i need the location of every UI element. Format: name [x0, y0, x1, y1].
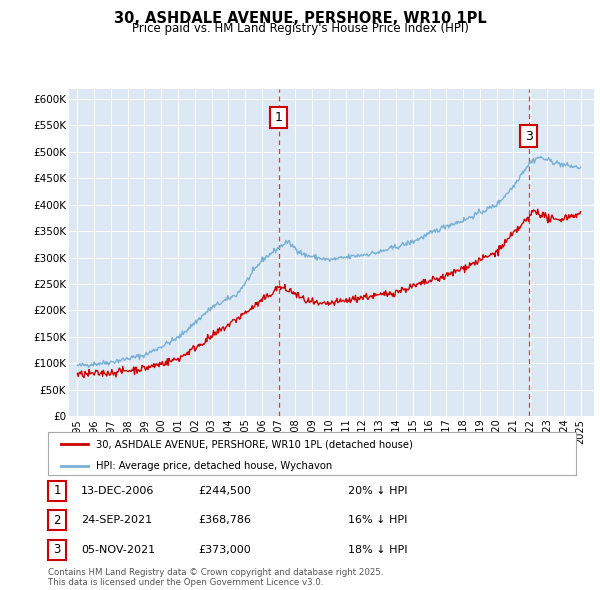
Text: 2: 2 [53, 514, 61, 527]
Text: 05-NOV-2021: 05-NOV-2021 [81, 545, 155, 555]
Text: 3: 3 [524, 130, 533, 143]
Text: HPI: Average price, detached house, Wychavon: HPI: Average price, detached house, Wych… [95, 461, 332, 471]
Text: Contains HM Land Registry data © Crown copyright and database right 2025.
This d: Contains HM Land Registry data © Crown c… [48, 568, 383, 587]
Text: 18% ↓ HPI: 18% ↓ HPI [348, 545, 407, 555]
Text: 30, ASHDALE AVENUE, PERSHORE, WR10 1PL (detached house): 30, ASHDALE AVENUE, PERSHORE, WR10 1PL (… [95, 440, 412, 450]
Text: 16% ↓ HPI: 16% ↓ HPI [348, 516, 407, 525]
Text: 3: 3 [53, 543, 61, 556]
Text: 13-DEC-2006: 13-DEC-2006 [81, 486, 154, 496]
Text: £368,786: £368,786 [198, 516, 251, 525]
Text: £244,500: £244,500 [198, 486, 251, 496]
Text: 1: 1 [275, 111, 283, 124]
Text: 24-SEP-2021: 24-SEP-2021 [81, 516, 152, 525]
Text: Price paid vs. HM Land Registry's House Price Index (HPI): Price paid vs. HM Land Registry's House … [131, 22, 469, 35]
Text: 30, ASHDALE AVENUE, PERSHORE, WR10 1PL: 30, ASHDALE AVENUE, PERSHORE, WR10 1PL [113, 11, 487, 25]
Text: 20% ↓ HPI: 20% ↓ HPI [348, 486, 407, 496]
Text: £373,000: £373,000 [198, 545, 251, 555]
Text: 1: 1 [53, 484, 61, 497]
